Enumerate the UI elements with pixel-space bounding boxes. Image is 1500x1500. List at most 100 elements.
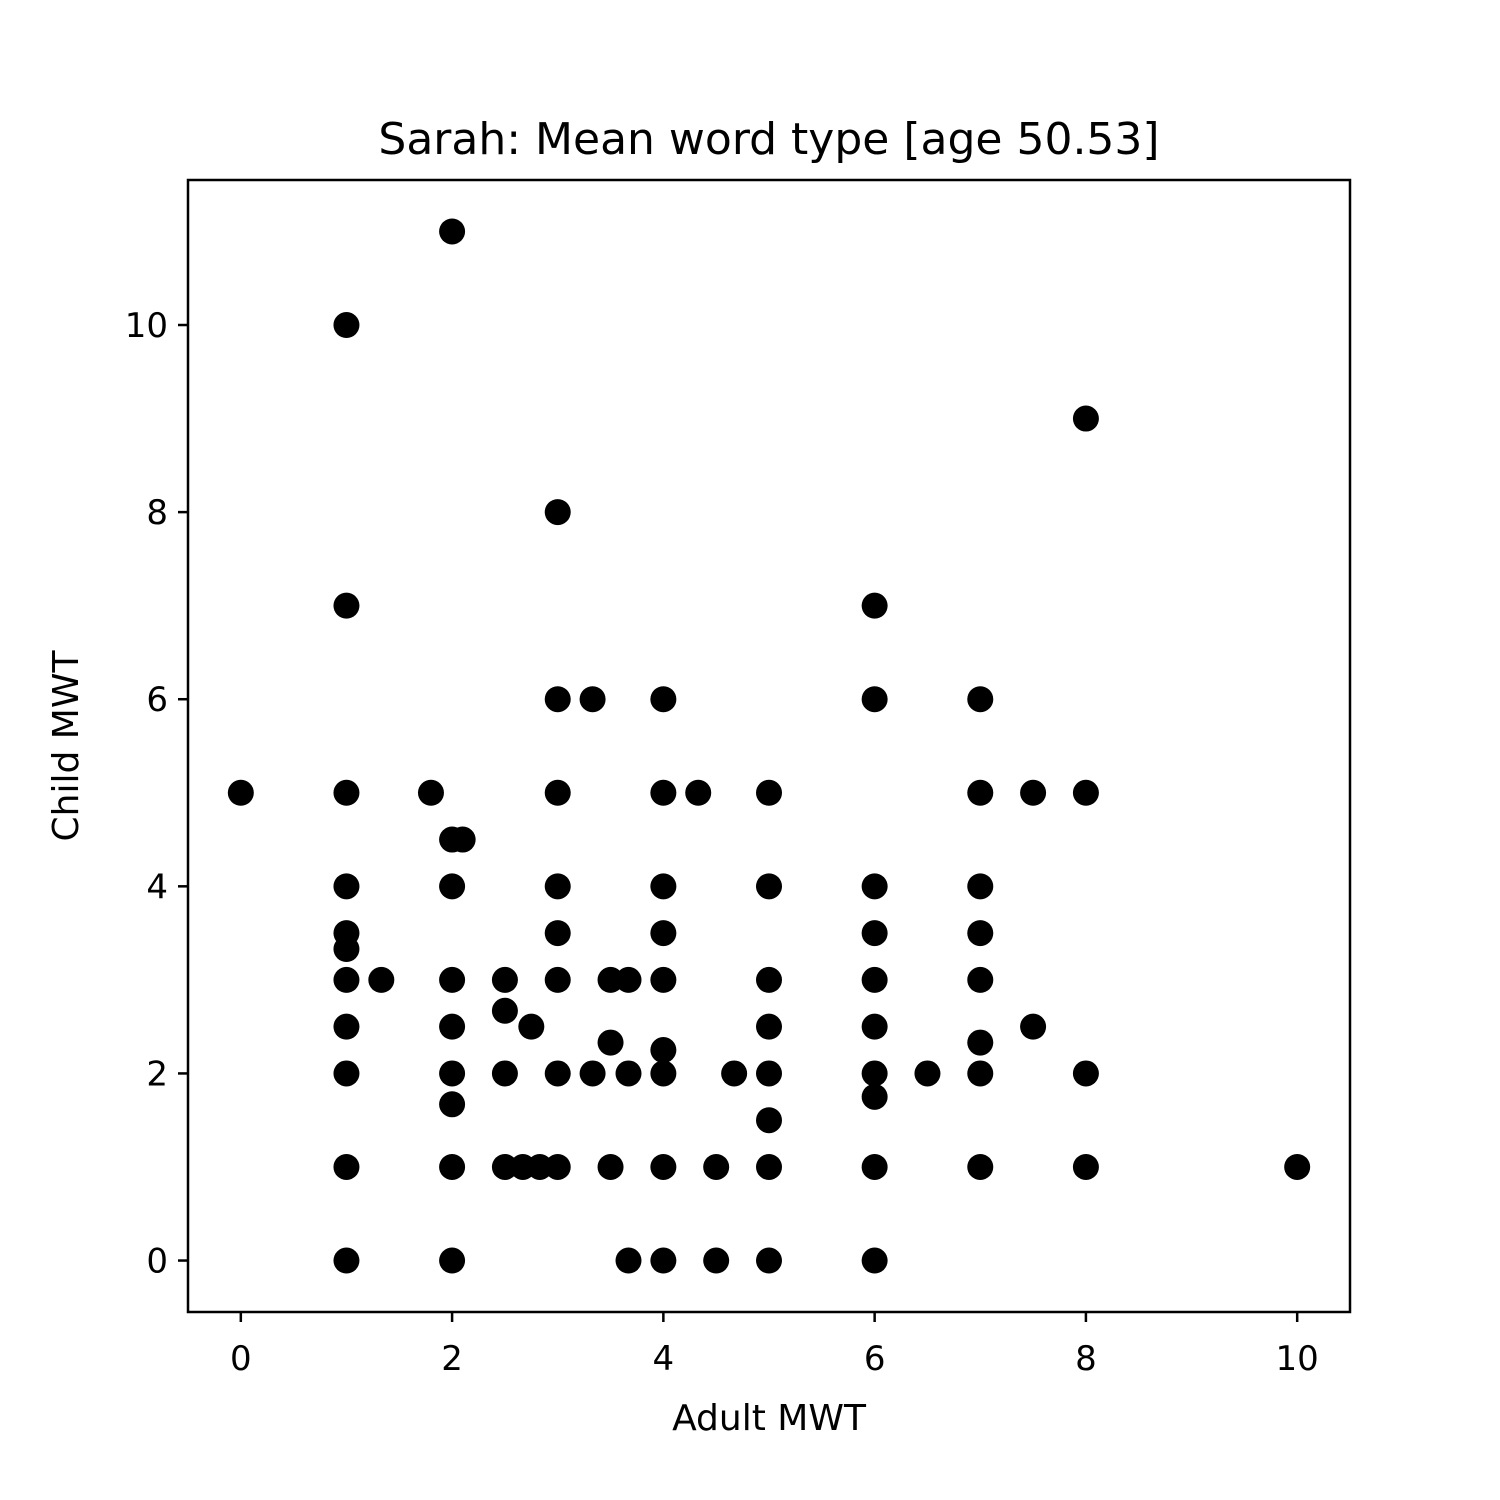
data-point: [439, 1091, 466, 1118]
data-point: [491, 1060, 518, 1087]
data-point: [861, 1060, 888, 1087]
data-point: [861, 966, 888, 993]
data-point: [544, 1060, 571, 1087]
data-point: [650, 920, 677, 947]
data-point: [333, 1153, 360, 1180]
data-point: [1072, 1153, 1099, 1180]
data-point: [650, 1060, 677, 1087]
data-point: [756, 1060, 782, 1087]
data-point: [650, 966, 677, 993]
x-tick-label: 8: [1075, 1339, 1097, 1379]
data-point: [650, 1037, 677, 1064]
data-point: [526, 1153, 553, 1180]
data-point: [439, 873, 466, 900]
data-point: [1072, 1060, 1099, 1087]
data-point: [333, 592, 360, 619]
chart-title: Sarah: Mean word type [age 50.53]: [378, 114, 1159, 165]
data-point: [650, 873, 677, 900]
data-point: [439, 1153, 466, 1180]
data-point: [439, 1247, 466, 1274]
data-point: [417, 779, 444, 806]
data-point: [333, 936, 360, 963]
data-point: [967, 966, 994, 993]
y-tick-label: 4: [146, 867, 168, 907]
data-point: [861, 1083, 888, 1110]
data-point: [597, 1029, 624, 1056]
data-point: [861, 1247, 888, 1274]
data-point: [756, 1247, 782, 1274]
data-point: [491, 1153, 518, 1180]
data-point: [615, 966, 642, 993]
data-point: [967, 1029, 994, 1056]
x-axis-label: Adult MWT: [672, 1398, 867, 1439]
data-point: [861, 686, 888, 713]
data-point: [861, 920, 888, 947]
data-point: [439, 966, 466, 993]
y-tick-label: 6: [146, 680, 168, 720]
data-point: [491, 997, 518, 1024]
data-point: [333, 312, 360, 339]
data-point: [544, 920, 571, 947]
data-point: [721, 1060, 748, 1087]
data-point: [333, 1247, 360, 1274]
data-point: [333, 779, 360, 806]
data-point: [597, 966, 624, 993]
data-point: [544, 779, 571, 806]
data-point: [703, 1247, 730, 1274]
y-tick-label: 0: [146, 1242, 168, 1282]
x-tick-label: 10: [1276, 1339, 1319, 1379]
data-point: [861, 592, 888, 619]
data-point: [1284, 1153, 1311, 1180]
data-point: [1020, 1013, 1047, 1040]
data-point: [967, 1153, 994, 1180]
x-tick-label: 6: [864, 1339, 886, 1379]
plot-frame: [186, 178, 1352, 1314]
data-point: [449, 826, 476, 853]
data-point: [615, 1060, 642, 1087]
y-axis-label: Child MWT: [46, 650, 87, 842]
data-point: [967, 1060, 994, 1087]
data-point: [615, 1247, 642, 1274]
data-point: [333, 873, 360, 900]
data-point: [756, 779, 782, 806]
y-tick-label: 8: [146, 493, 168, 533]
data-point: [685, 779, 712, 806]
data-point: [579, 686, 606, 713]
data-point: [227, 779, 254, 806]
data-point: [597, 1153, 624, 1180]
data-point: [1072, 405, 1099, 432]
data-point: [1020, 779, 1047, 806]
data-point: [914, 1060, 941, 1087]
data-point: [1072, 779, 1099, 806]
data-point: [544, 499, 571, 526]
data-point: [439, 218, 466, 245]
data-point: [544, 1153, 571, 1180]
data-point: [967, 920, 994, 947]
y-tick-label: 10: [125, 306, 168, 346]
data-point: [756, 1107, 782, 1134]
data-point: [333, 966, 360, 993]
data-point: [967, 873, 994, 900]
data-point: [333, 1060, 360, 1087]
data-point: [579, 1060, 606, 1087]
points-layer: [227, 218, 1311, 1274]
data-point: [861, 1013, 888, 1040]
data-point: [756, 873, 782, 900]
y-tick-label: 2: [146, 1054, 168, 1094]
data-point: [491, 966, 518, 993]
data-point: [650, 779, 677, 806]
data-point: [544, 686, 571, 713]
data-point: [756, 1153, 782, 1180]
data-point: [650, 686, 677, 713]
x-tick-label: 0: [230, 1339, 252, 1379]
data-point: [544, 966, 571, 993]
data-point: [967, 686, 994, 713]
data-point: [650, 1153, 677, 1180]
data-point: [861, 1153, 888, 1180]
data-point: [544, 873, 571, 900]
data-point: [333, 1013, 360, 1040]
x-tick-label: 2: [441, 1339, 463, 1379]
data-point: [967, 779, 994, 806]
